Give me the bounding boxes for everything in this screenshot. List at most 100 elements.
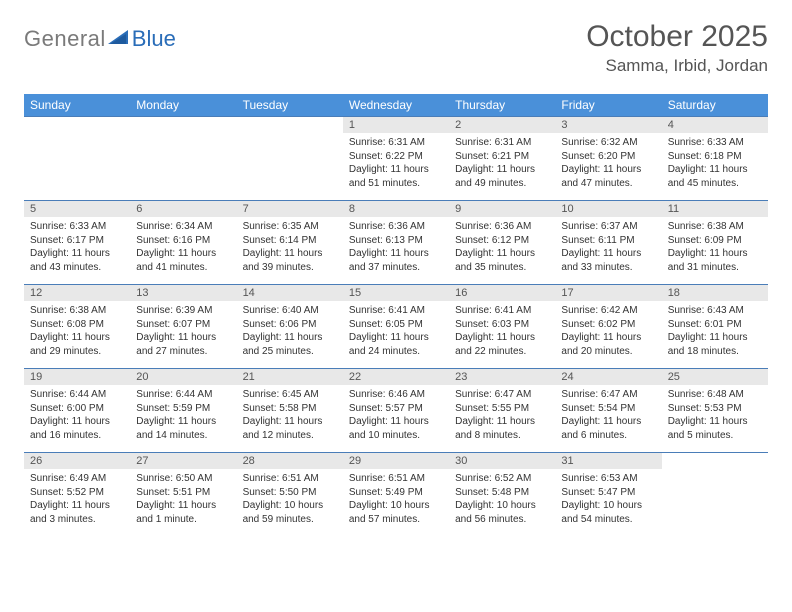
day-line: Sunrise: 6:32 AM <box>561 136 655 150</box>
calendar-day-cell: 21Sunrise: 6:45 AMSunset: 5:58 PMDayligh… <box>237 369 343 453</box>
calendar-day-cell: 1Sunrise: 6:31 AMSunset: 6:22 PMDaylight… <box>343 117 449 201</box>
day-line: and 14 minutes. <box>136 429 230 443</box>
day-line: Sunrise: 6:46 AM <box>349 388 443 402</box>
day-line: and 22 minutes. <box>455 345 549 359</box>
day-line: and 57 minutes. <box>349 513 443 527</box>
day-header: Saturday <box>662 94 768 117</box>
day-content: Sunrise: 6:51 AMSunset: 5:50 PMDaylight:… <box>237 469 343 530</box>
calendar-day-cell: 22Sunrise: 6:46 AMSunset: 5:57 PMDayligh… <box>343 369 449 453</box>
day-content: Sunrise: 6:47 AMSunset: 5:54 PMDaylight:… <box>555 385 661 446</box>
day-number: 8 <box>343 201 449 217</box>
day-line: Sunrise: 6:40 AM <box>243 304 337 318</box>
day-content: Sunrise: 6:38 AMSunset: 6:08 PMDaylight:… <box>24 301 130 362</box>
day-number: 12 <box>24 285 130 301</box>
day-line: Daylight: 11 hours <box>668 415 762 429</box>
calendar-day-cell: 28Sunrise: 6:51 AMSunset: 5:50 PMDayligh… <box>237 453 343 537</box>
day-line: Daylight: 11 hours <box>455 247 549 261</box>
day-line: and 5 minutes. <box>668 429 762 443</box>
day-content: Sunrise: 6:40 AMSunset: 6:06 PMDaylight:… <box>237 301 343 362</box>
calendar-day-cell: 6Sunrise: 6:34 AMSunset: 6:16 PMDaylight… <box>130 201 236 285</box>
day-line: Sunrise: 6:31 AM <box>455 136 549 150</box>
day-line: and 20 minutes. <box>561 345 655 359</box>
day-number: 31 <box>555 453 661 469</box>
day-line: Sunset: 5:52 PM <box>30 486 124 500</box>
day-number: 7 <box>237 201 343 217</box>
day-number: 15 <box>343 285 449 301</box>
day-content: Sunrise: 6:31 AMSunset: 6:22 PMDaylight:… <box>343 133 449 194</box>
day-number: 20 <box>130 369 236 385</box>
day-number: 18 <box>662 285 768 301</box>
day-line: Daylight: 11 hours <box>349 247 443 261</box>
day-line: Sunset: 6:03 PM <box>455 318 549 332</box>
day-content: Sunrise: 6:44 AMSunset: 6:00 PMDaylight:… <box>24 385 130 446</box>
day-content: Sunrise: 6:42 AMSunset: 6:02 PMDaylight:… <box>555 301 661 362</box>
calendar-week-row: 1Sunrise: 6:31 AMSunset: 6:22 PMDaylight… <box>24 117 768 201</box>
day-line: and 56 minutes. <box>455 513 549 527</box>
day-line: and 59 minutes. <box>243 513 337 527</box>
day-line: Sunset: 6:16 PM <box>136 234 230 248</box>
calendar-day-cell: 15Sunrise: 6:41 AMSunset: 6:05 PMDayligh… <box>343 285 449 369</box>
day-line: Sunset: 6:12 PM <box>455 234 549 248</box>
day-line: Sunset: 5:48 PM <box>455 486 549 500</box>
day-number: 27 <box>130 453 236 469</box>
calendar-day-cell: 14Sunrise: 6:40 AMSunset: 6:06 PMDayligh… <box>237 285 343 369</box>
day-number: 21 <box>237 369 343 385</box>
day-content <box>130 133 236 140</box>
day-line: and 54 minutes. <box>561 513 655 527</box>
day-line: Daylight: 11 hours <box>30 247 124 261</box>
day-header: Tuesday <box>237 94 343 117</box>
day-line: Sunset: 6:20 PM <box>561 150 655 164</box>
day-line: Daylight: 11 hours <box>136 499 230 513</box>
calendar-day-cell: 17Sunrise: 6:42 AMSunset: 6:02 PMDayligh… <box>555 285 661 369</box>
day-line: Sunset: 6:17 PM <box>30 234 124 248</box>
day-line: Daylight: 11 hours <box>668 247 762 261</box>
calendar-day-cell: 12Sunrise: 6:38 AMSunset: 6:08 PMDayligh… <box>24 285 130 369</box>
day-line: Sunset: 5:53 PM <box>668 402 762 416</box>
day-line: Daylight: 11 hours <box>561 247 655 261</box>
calendar-day-cell: 19Sunrise: 6:44 AMSunset: 6:00 PMDayligh… <box>24 369 130 453</box>
day-content: Sunrise: 6:41 AMSunset: 6:05 PMDaylight:… <box>343 301 449 362</box>
day-content <box>662 469 768 476</box>
day-line: Sunset: 6:00 PM <box>30 402 124 416</box>
day-number: 11 <box>662 201 768 217</box>
day-content: Sunrise: 6:43 AMSunset: 6:01 PMDaylight:… <box>662 301 768 362</box>
day-line: Sunset: 6:21 PM <box>455 150 549 164</box>
day-line: and 12 minutes. <box>243 429 337 443</box>
day-line: Sunrise: 6:31 AM <box>349 136 443 150</box>
day-content: Sunrise: 6:49 AMSunset: 5:52 PMDaylight:… <box>24 469 130 530</box>
day-line: Sunrise: 6:44 AM <box>30 388 124 402</box>
day-number: 23 <box>449 369 555 385</box>
calendar-week-row: 19Sunrise: 6:44 AMSunset: 6:00 PMDayligh… <box>24 369 768 453</box>
day-line: Sunset: 6:07 PM <box>136 318 230 332</box>
calendar-week-row: 12Sunrise: 6:38 AMSunset: 6:08 PMDayligh… <box>24 285 768 369</box>
calendar-day-cell <box>662 453 768 537</box>
day-line: Daylight: 10 hours <box>243 499 337 513</box>
day-line: and 45 minutes. <box>668 177 762 191</box>
day-line: Daylight: 10 hours <box>349 499 443 513</box>
day-line: and 27 minutes. <box>136 345 230 359</box>
day-line: and 10 minutes. <box>349 429 443 443</box>
calendar-day-cell: 8Sunrise: 6:36 AMSunset: 6:13 PMDaylight… <box>343 201 449 285</box>
day-line: and 41 minutes. <box>136 261 230 275</box>
day-number: 30 <box>449 453 555 469</box>
calendar-table: Sunday Monday Tuesday Wednesday Thursday… <box>24 94 768 537</box>
day-content: Sunrise: 6:31 AMSunset: 6:21 PMDaylight:… <box>449 133 555 194</box>
day-line: Daylight: 11 hours <box>30 499 124 513</box>
day-line: Sunset: 5:49 PM <box>349 486 443 500</box>
logo-word-general: General <box>24 26 106 52</box>
day-line: Sunrise: 6:38 AM <box>668 220 762 234</box>
day-line: Sunset: 6:06 PM <box>243 318 337 332</box>
day-line: and 1 minute. <box>136 513 230 527</box>
calendar-day-cell: 23Sunrise: 6:47 AMSunset: 5:55 PMDayligh… <box>449 369 555 453</box>
day-line: Sunset: 5:47 PM <box>561 486 655 500</box>
day-number: 10 <box>555 201 661 217</box>
day-line: Sunrise: 6:33 AM <box>668 136 762 150</box>
day-header: Friday <box>555 94 661 117</box>
day-line: Sunrise: 6:36 AM <box>455 220 549 234</box>
day-line: and 47 minutes. <box>561 177 655 191</box>
day-line: Sunset: 6:13 PM <box>349 234 443 248</box>
day-content: Sunrise: 6:47 AMSunset: 5:55 PMDaylight:… <box>449 385 555 446</box>
calendar-day-cell: 25Sunrise: 6:48 AMSunset: 5:53 PMDayligh… <box>662 369 768 453</box>
day-content: Sunrise: 6:45 AMSunset: 5:58 PMDaylight:… <box>237 385 343 446</box>
day-line: and 24 minutes. <box>349 345 443 359</box>
